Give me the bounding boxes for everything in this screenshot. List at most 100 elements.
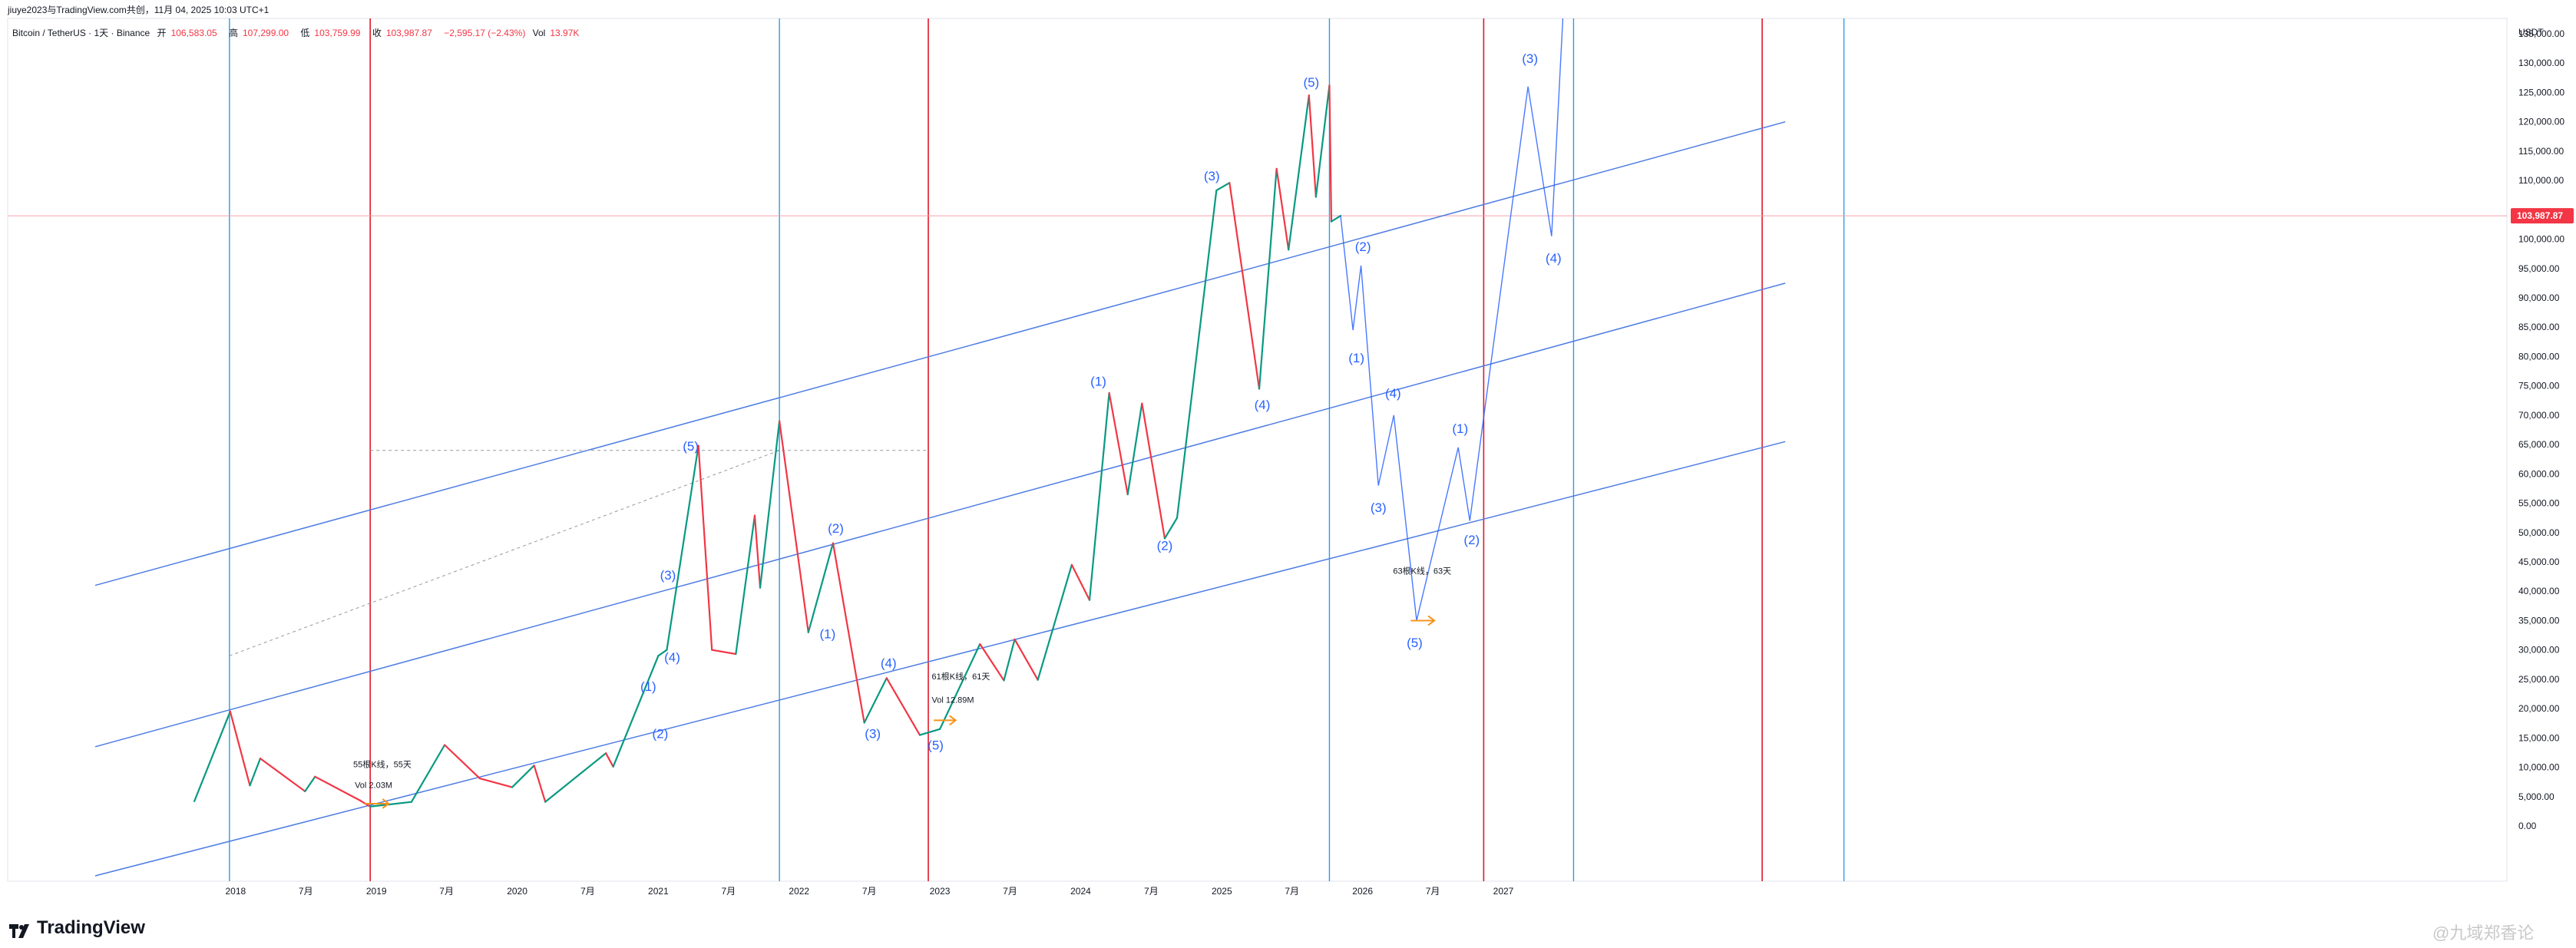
price-tick-label: 40,000.00 — [2518, 586, 2560, 596]
close-number: 103,987.87 — [385, 28, 432, 38]
annotation-text: 55根K线，55天 — [353, 759, 412, 770]
price-tick-label: 135,000.00 — [2518, 28, 2564, 39]
price-tick-label: 20,000.00 — [2518, 703, 2560, 714]
price-segment — [697, 444, 713, 651]
range-arrow-head — [382, 798, 390, 809]
close-value: 收 103,987.87 — [372, 28, 437, 38]
price-segment — [193, 710, 231, 802]
volume-value: Vol 13.97K — [533, 28, 584, 38]
price-segment — [885, 677, 921, 736]
wave-label: (1) — [1348, 351, 1364, 365]
wave-label: (3) — [1204, 169, 1220, 183]
wave-label: (2) — [1355, 239, 1371, 254]
range-arrow-head — [949, 715, 957, 726]
annotation-text: Vol 12.89M — [932, 695, 974, 705]
time-tick-label: 7月 — [1144, 886, 1159, 897]
wave-label: (5) — [1303, 75, 1319, 90]
price-tick-label: 110,000.00 — [2518, 175, 2564, 186]
brand-name: TradingView — [37, 917, 145, 938]
price-segment — [938, 642, 981, 730]
price-segment — [249, 757, 262, 787]
channel-line — [94, 441, 1786, 877]
time-tick-label: 2025 — [1212, 886, 1232, 897]
projection-path — [1340, 18, 1564, 621]
time-tick-label: 2027 — [1493, 886, 1514, 897]
price-tick-label: 80,000.00 — [2518, 351, 2560, 362]
price-tick-label: 115,000.00 — [2518, 146, 2564, 157]
price-tick-label: 130,000.00 — [2518, 58, 2564, 68]
price-segment — [666, 444, 699, 651]
wave-label: (4) — [1385, 386, 1401, 401]
wave-label: (4) — [1546, 251, 1562, 266]
price-segment — [259, 757, 306, 792]
price-tick-label: 30,000.00 — [2518, 645, 2560, 656]
price-segment — [832, 542, 865, 724]
high-number: 107,299.00 — [242, 28, 289, 38]
price-segment — [369, 801, 413, 808]
symbol-name[interactable]: Bitcoin / TetherUS · 1天 · Binance — [12, 28, 150, 38]
price-segment — [1141, 402, 1166, 540]
price-segment — [1126, 402, 1143, 496]
price-tick-label: 125,000.00 — [2518, 87, 2564, 97]
price-segment — [759, 420, 781, 589]
price-segment — [1176, 190, 1218, 519]
time-axis: 2018 7月 2019 7月 2020 7月 2021 7月 2022 7月 2023 7月 2024… — [225, 886, 1513, 897]
price-segment — [410, 744, 446, 803]
plot-border — [7, 18, 2508, 882]
projection-series — [1340, 18, 1564, 621]
price-segment — [807, 542, 835, 633]
price-tick-label: 60,000.00 — [2518, 468, 2560, 479]
cycle-lines — [8, 18, 2507, 881]
price-tick-label: 25,000.00 — [2518, 674, 2560, 685]
tradingview-logo-icon — [9, 922, 32, 938]
price-segment — [511, 765, 535, 788]
time-tick-label: 2024 — [1070, 886, 1091, 897]
wave-label: (5) — [1407, 636, 1423, 650]
wave-labels: (1) (2) (3) (4) (5) (1) (2) (3) (4) (5) (1) (2) (3) (… — [640, 51, 1562, 752]
time-tick-label: 7月 — [862, 886, 877, 897]
bar-count-annotations: 55根K线，55天 Vol 2.03M 61根K线，61天 Vol 12.89M 63根… — [353, 565, 1451, 809]
time-tick-label: 7月 — [1285, 886, 1299, 897]
price-segment — [478, 777, 514, 788]
dotted-guides — [229, 450, 929, 656]
price-tick-label: 45,000.00 — [2518, 557, 2560, 567]
price-segment — [229, 710, 251, 787]
price-segment — [1228, 182, 1261, 390]
price-tick-label: 10,000.00 — [2518, 762, 2560, 773]
time-tick-label: 7月 — [439, 886, 454, 897]
wave-label: (3) — [865, 726, 881, 741]
volume-label: Vol — [532, 28, 546, 38]
tradingview-logo[interactable]: TradingView — [9, 917, 145, 939]
price-segment — [1330, 214, 1342, 223]
price-series — [193, 84, 1342, 808]
current-price-label: 103,987.87 — [2517, 210, 2563, 221]
price-segment — [918, 728, 941, 736]
price-tick-label: 55,000.00 — [2518, 498, 2560, 509]
change-value: −2,595.17 (−2.43%) — [444, 28, 526, 38]
close-label: 收 — [372, 28, 382, 38]
price-segment — [779, 420, 809, 633]
trend-channel — [94, 121, 1786, 877]
price-tick-label: 90,000.00 — [2518, 292, 2560, 303]
price-segment — [1275, 167, 1290, 251]
price-segment — [1328, 84, 1333, 223]
high-value: 高 107,299.00 — [229, 28, 293, 38]
price-segment — [1037, 563, 1073, 681]
price-segment — [304, 775, 316, 792]
dotted-guide-line — [229, 450, 780, 656]
price-tick-label: 120,000.00 — [2518, 117, 2564, 127]
price-segment — [863, 677, 888, 724]
price-segment — [612, 655, 660, 768]
price-tick-label: 50,000.00 — [2518, 527, 2560, 538]
wave-label: (4) — [881, 656, 897, 671]
price-segment — [1163, 517, 1179, 540]
channel-line — [94, 121, 1786, 586]
price-segment — [1070, 563, 1091, 601]
current-price-badge — [2511, 208, 2574, 224]
wave-label: (5) — [683, 439, 699, 454]
price-segment — [1258, 167, 1278, 390]
wave-label: (4) — [1255, 398, 1271, 412]
price-segment — [1308, 94, 1317, 198]
